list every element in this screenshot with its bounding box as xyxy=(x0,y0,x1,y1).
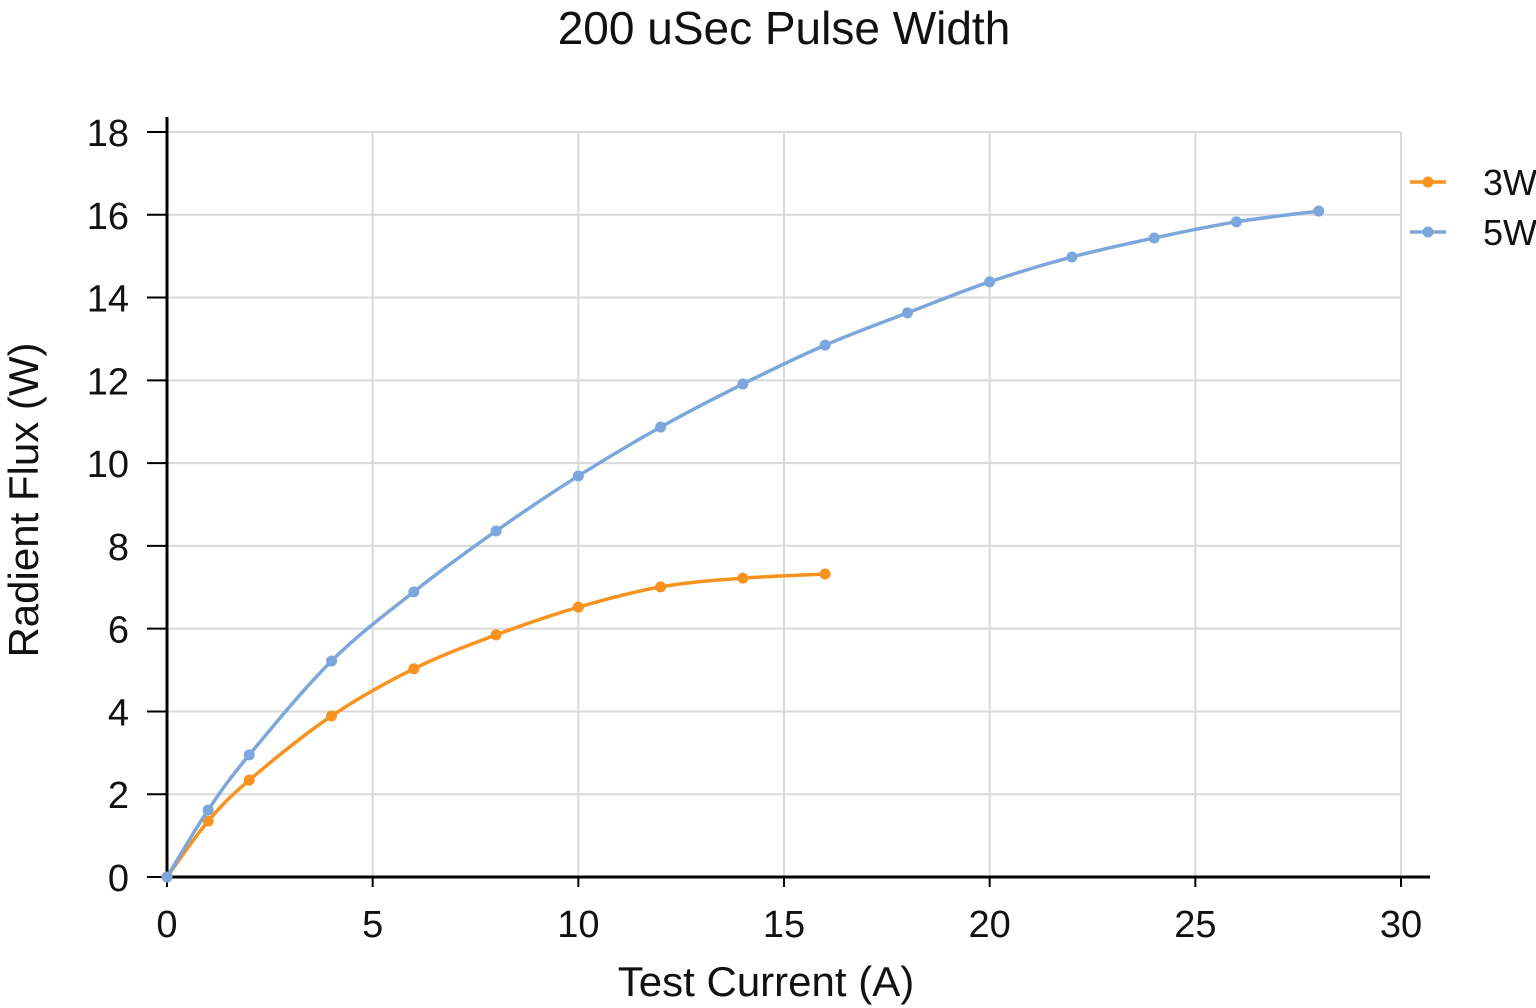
y-tick-label: 14 xyxy=(87,279,129,321)
chart-title: 200 uSec Pulse Width xyxy=(558,2,1011,54)
series-line-3W xyxy=(165,572,826,879)
x-tick-label: 30 xyxy=(1380,904,1422,946)
x-tick-label: 0 xyxy=(156,904,177,946)
data-point-5W xyxy=(1230,216,1242,228)
data-point-3W xyxy=(819,568,831,580)
data-point-5W xyxy=(984,276,996,288)
axes xyxy=(147,117,1430,887)
y-axis-label: Radient Flux (W) xyxy=(0,342,47,657)
data-point-3W xyxy=(408,663,420,675)
y-tick-label: 6 xyxy=(108,610,129,652)
data-point-5W xyxy=(326,655,338,667)
y-tick-label: 4 xyxy=(108,692,129,734)
data-point-3W xyxy=(655,581,667,593)
grid xyxy=(167,131,1402,877)
series-line-5W xyxy=(165,209,1319,878)
data-point-5W xyxy=(202,804,214,816)
tick-labels: 0 5 10 15 20 25 30 0 2 4 6 8 10 12 14 16 18 xyxy=(87,113,1422,946)
legend-marker-3W xyxy=(1422,176,1434,188)
y-tick-label: 18 xyxy=(87,113,129,155)
legend-label-3W: 3W xyxy=(1483,162,1536,203)
data-point-5W xyxy=(1148,232,1160,244)
x-tick-label: 20 xyxy=(969,904,1011,946)
data-point-5W xyxy=(1313,205,1325,217)
data-point-3W xyxy=(572,601,584,613)
y-tick-label: 2 xyxy=(108,775,129,817)
y-tick-label: 12 xyxy=(87,361,129,403)
data-point-5W xyxy=(243,749,255,761)
data-point-3W xyxy=(202,815,214,827)
data-point-5W xyxy=(408,586,420,598)
x-axis-label: Test Current (A) xyxy=(618,958,914,1005)
y-tick-label: 16 xyxy=(87,196,129,238)
data-point-5W xyxy=(819,339,831,351)
data-point-3W xyxy=(490,629,502,641)
data-point-3W xyxy=(326,710,338,722)
series xyxy=(161,205,1325,883)
x-tick-label: 15 xyxy=(763,904,805,946)
data-point-5W xyxy=(490,525,502,537)
x-tick-label: 10 xyxy=(557,904,599,946)
data-point-5W xyxy=(161,871,173,883)
x-tick-label: 25 xyxy=(1174,904,1216,946)
data-point-3W xyxy=(243,774,255,786)
legend-label-5W: 5W xyxy=(1483,212,1536,253)
data-point-5W xyxy=(901,307,913,319)
data-point-5W xyxy=(1066,251,1078,263)
data-point-5W xyxy=(655,421,667,433)
y-tick-label: 0 xyxy=(108,858,129,900)
legend-marker-5W xyxy=(1422,226,1434,238)
y-tick-label: 8 xyxy=(108,527,129,569)
data-point-3W xyxy=(737,572,749,584)
y-tick-label: 10 xyxy=(87,444,129,486)
data-point-5W xyxy=(572,470,584,482)
x-tick-label: 5 xyxy=(362,904,383,946)
data-point-5W xyxy=(737,378,749,390)
